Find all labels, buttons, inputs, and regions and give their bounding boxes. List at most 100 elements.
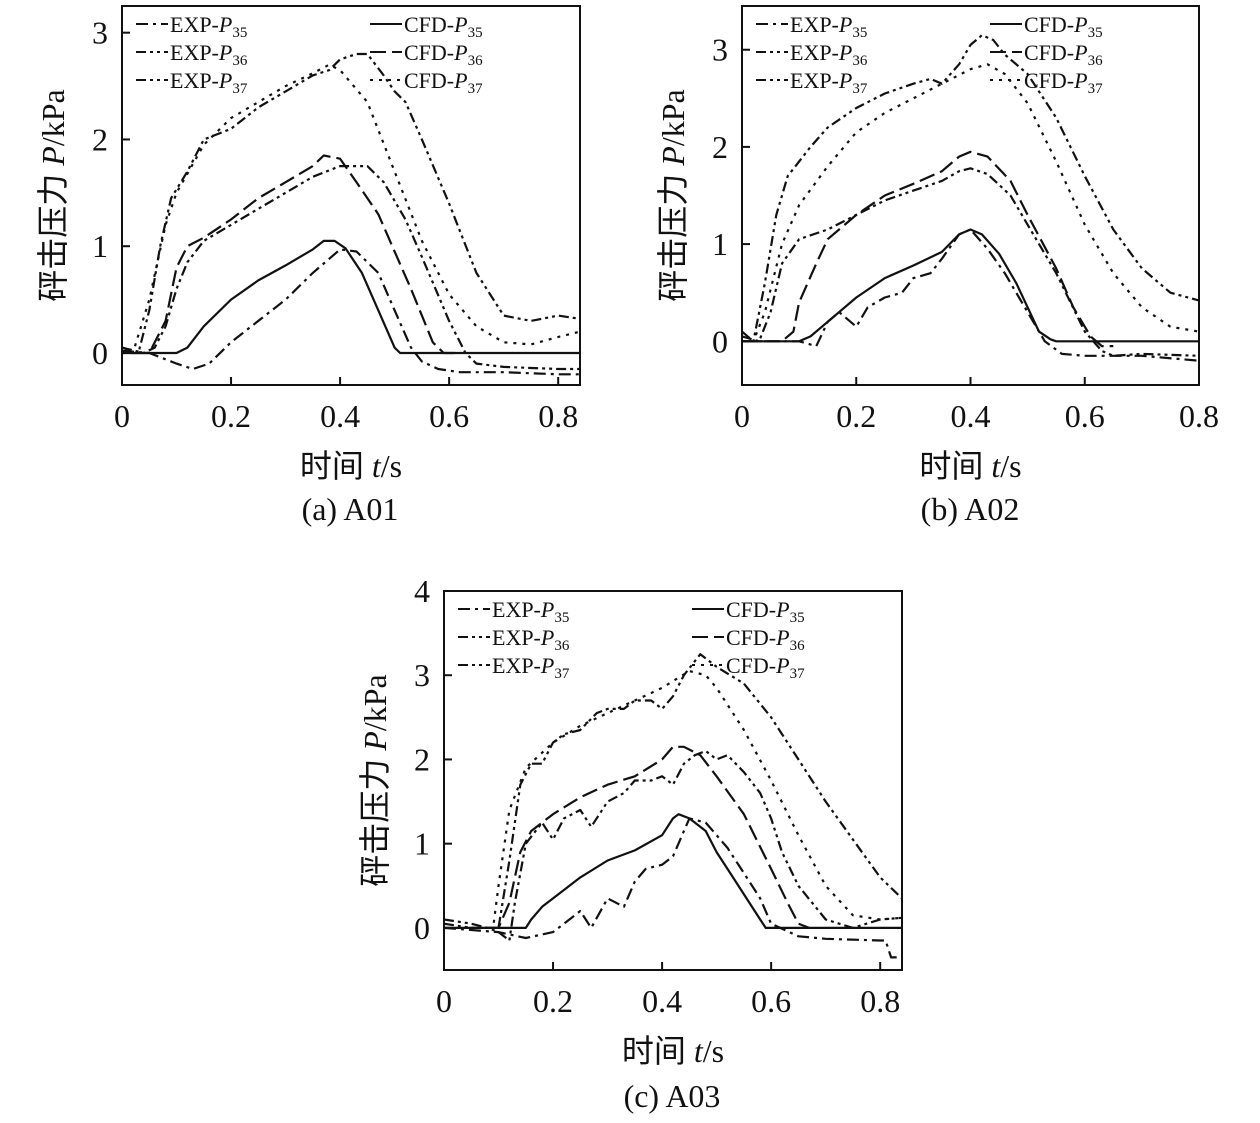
legend-label-source: EXP- xyxy=(170,40,219,65)
legend-label-var: P xyxy=(453,40,467,65)
legend-label: EXP-P35 xyxy=(170,12,247,41)
x-tick-label: 0.6 xyxy=(751,983,791,1019)
x-tick-label: 0 xyxy=(734,398,750,434)
y-tick-label: 2 xyxy=(414,741,430,777)
legend-label-source: EXP- xyxy=(170,12,219,37)
legend-label-source: CFD- xyxy=(404,40,454,65)
legend-label-var: P xyxy=(453,68,467,93)
panel-caption: (a) A01 xyxy=(302,491,399,527)
legend-c: EXP-P35EXP-P36EXP-P37CFD-P35CFD-P36CFD-P… xyxy=(458,597,805,682)
y-tick-label: 0 xyxy=(414,910,430,946)
legend-label-var: P xyxy=(1073,40,1087,65)
legend-label-var: P xyxy=(775,653,789,678)
x-tick-label: 0.2 xyxy=(836,398,876,434)
x-tick-label: 0.8 xyxy=(1179,398,1219,434)
series-line-exp-p37 xyxy=(122,52,580,355)
legend-label: CFD-P35 xyxy=(404,12,483,41)
legend-label-source: CFD- xyxy=(726,625,776,650)
legend-label-sub: 37 xyxy=(1088,81,1104,97)
legend-a: EXP-P35EXP-P36EXP-P37CFD-P35CFD-P36CFD-P… xyxy=(136,12,483,97)
legend-label: EXP-P36 xyxy=(790,40,868,69)
x-tick-label: 0.4 xyxy=(320,398,360,434)
legend-label-sub: 37 xyxy=(468,81,484,97)
panel-caption: (c) A03 xyxy=(624,1078,721,1114)
legend-label: CFD-P35 xyxy=(726,597,805,626)
legend-label-sub: 37 xyxy=(852,81,868,97)
legend-label: CFD-P36 xyxy=(1024,40,1103,69)
legend-label-sub: 35 xyxy=(468,25,483,41)
legend-label-var: P xyxy=(540,597,554,622)
legend-label-var: P xyxy=(218,68,232,93)
y-axis-title-var: P xyxy=(357,731,393,752)
panel-caption: (b) A02 xyxy=(921,491,1020,527)
legend-label-source: EXP- xyxy=(790,68,839,93)
legend-label-source: EXP- xyxy=(492,597,541,622)
series-line-exp-p35 xyxy=(122,248,580,376)
x-tick-label: 0 xyxy=(114,398,130,434)
legend-label: CFD-P36 xyxy=(726,625,805,654)
x-axis-title-unit: /s xyxy=(703,1033,724,1069)
legend-label-source: EXP- xyxy=(492,625,541,650)
x-tick-label: 0 xyxy=(436,983,452,1019)
x-axis-title-var: t xyxy=(991,448,1001,484)
legend-label-sub: 37 xyxy=(790,666,806,682)
legend-b: EXP-P35EXP-P36EXP-P37CFD-P35CFD-P36CFD-P… xyxy=(756,12,1103,97)
chart-panel-c: 0 0.2 0.4 0.6 0.8 0 1 2 3 4 时间 t/s 砰击压力 P/kPa (c) A0… xyxy=(357,573,903,1114)
x-axis-title-prefix: 时间 xyxy=(622,1033,694,1069)
legend-label-var: P xyxy=(218,40,232,65)
y-tick-label: 3 xyxy=(414,657,430,693)
series-line-cfd-p35 xyxy=(742,228,1199,343)
x-tick-label: 0.6 xyxy=(1065,398,1105,434)
legend-label-source: CFD- xyxy=(726,597,776,622)
series-line-cfd-p37 xyxy=(742,63,1199,343)
x-tick-label: 0.2 xyxy=(533,983,573,1019)
y-axis-title-unit: /kPa xyxy=(655,89,691,146)
y-axis-title: 砰击压力 P/kPa xyxy=(655,89,691,301)
legend-label-source: EXP- xyxy=(170,68,219,93)
legend-label-sub: 36 xyxy=(790,638,806,654)
y-tick-label: 1 xyxy=(414,826,430,862)
x-tick-label: 0.4 xyxy=(951,398,991,434)
chart-panel-b: 0 0.2 0.4 0.6 0.8 0 1 2 3 时间 t/s 砰击压力 P/kPa (b) A02… xyxy=(655,5,1219,527)
y-axis-title-var: P xyxy=(35,146,71,167)
legend-label: EXP-P37 xyxy=(170,68,248,97)
series-line-cfd-p36 xyxy=(132,154,455,355)
y-tick-label: 1 xyxy=(92,228,108,264)
x-axis-title: 时间 t/s xyxy=(919,448,1021,484)
series-line-exp-p37 xyxy=(742,34,1199,343)
x-tick-label: 0.2 xyxy=(211,398,251,434)
series-group-b xyxy=(742,34,1199,362)
legend-label: CFD-P37 xyxy=(404,68,483,97)
y-tick-label: 0 xyxy=(712,323,728,359)
y-axis-title: 砰击压力 P/kPa xyxy=(35,89,71,301)
legend-label-sub: 36 xyxy=(232,53,248,69)
y-tick-label: 1 xyxy=(712,226,728,262)
legend-label-sub: 36 xyxy=(852,53,868,69)
series-line-cfd-p36 xyxy=(742,150,1114,348)
legend-label: CFD-P37 xyxy=(1024,68,1103,97)
y-axis-title-prefix: 砰击压力 xyxy=(655,166,691,302)
x-tick-label: 0.8 xyxy=(538,398,578,434)
series-line-cfd-p37 xyxy=(471,669,902,930)
legend-label-source: CFD- xyxy=(726,653,776,678)
x-axis-title-unit: /s xyxy=(381,448,402,484)
series-line-exp-p36 xyxy=(122,165,580,371)
legend-label-source: EXP- xyxy=(790,40,839,65)
legend-label-var: P xyxy=(775,625,789,650)
series-line-cfd-p37 xyxy=(122,63,580,355)
series-group-a xyxy=(122,52,580,376)
series-line-cfd-p35 xyxy=(444,813,902,930)
x-axis-title-var: t xyxy=(694,1033,704,1069)
legend-label: EXP-P36 xyxy=(492,625,570,654)
y-axis-title: 砰击压力 P/kPa xyxy=(357,674,393,886)
legend-label-var: P xyxy=(838,68,852,93)
legend-label-source: CFD- xyxy=(1024,40,1074,65)
legend-label-source: EXP- xyxy=(790,12,839,37)
y-axis-title-prefix: 砰击压力 xyxy=(357,751,393,887)
x-axis-title: 时间 t/s xyxy=(300,448,402,484)
legend-label-sub: 35 xyxy=(1088,25,1103,41)
legend-label-var: P xyxy=(838,12,852,37)
legend-label-sub: 36 xyxy=(468,53,484,69)
legend-label: EXP-P37 xyxy=(492,653,570,682)
